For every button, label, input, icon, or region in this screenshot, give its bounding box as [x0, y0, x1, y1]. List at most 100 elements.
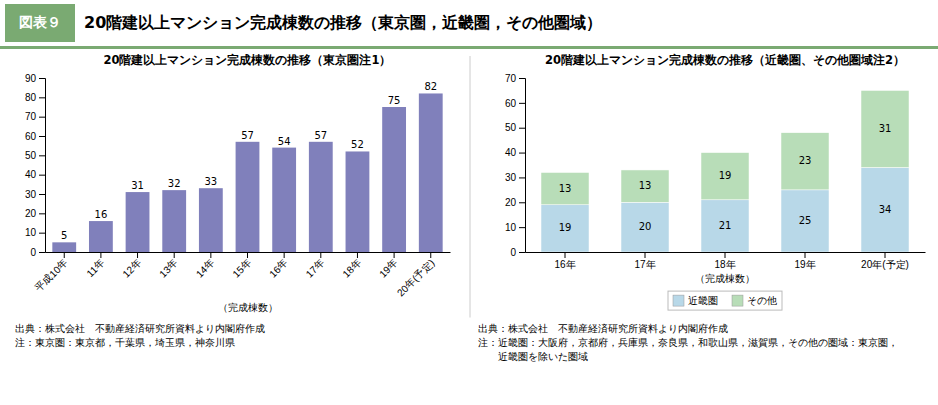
bar — [162, 190, 186, 252]
tick-mark — [64, 252, 65, 258]
bar — [52, 242, 76, 252]
tick-label: 20 — [505, 197, 517, 208]
notes: 出典：株式会社 不動産経済研究所資料より内閣府作成注：近畿圏：大阪府，京都府，兵… — [478, 323, 898, 362]
tick-label: 50 — [505, 122, 517, 133]
tick: 17年 — [304, 252, 327, 280]
legend-label: その他 — [747, 295, 777, 306]
tick-label: 11年 — [84, 257, 106, 279]
tick-mark — [885, 252, 886, 258]
bar-segment — [621, 202, 669, 252]
chart-container: 図表９20階建以上マンション完成棟数の推移（東京圏，近畿圏，その他圏域）20階建… — [0, 0, 938, 405]
tick-mark — [519, 128, 525, 129]
chart-title: 20階建以上マンション完成棟数の推移（近畿圏、その他圏域注2） — [545, 53, 905, 67]
tick-mark — [39, 155, 45, 156]
tick: 60 — [505, 98, 525, 109]
tick: 18年 — [340, 252, 363, 280]
bar-segment — [701, 200, 749, 252]
data-label: 20 — [639, 221, 652, 232]
legend: 近畿圏 その他 — [668, 291, 782, 310]
tick: 50 — [25, 150, 45, 161]
tick-label: 40 — [25, 169, 37, 180]
data-label: 33 — [204, 176, 217, 187]
bars — [52, 93, 442, 252]
tick-label: 18年 — [714, 259, 735, 270]
tick: 30 — [25, 189, 45, 200]
header-rule — [0, 46, 938, 49]
header-box — [5, 4, 75, 42]
tick-label: 12年 — [120, 257, 143, 280]
tick: 0 — [510, 247, 525, 258]
tick-mark — [519, 177, 525, 178]
bar — [236, 142, 260, 252]
bar — [382, 107, 406, 252]
tick-mark — [519, 153, 525, 154]
data-label: 82 — [424, 81, 437, 92]
tick-mark — [174, 252, 175, 258]
tick-mark — [39, 194, 45, 195]
tick-label: 30 — [505, 172, 517, 183]
tick: 18年 — [714, 252, 735, 270]
data-label: 52 — [351, 139, 364, 150]
bar-segment — [781, 133, 829, 190]
figure: 図表９20階建以上マンション完成棟数の推移（東京圏，近畿圏，その他圏域）20階建… — [0, 0, 938, 405]
tick-mark — [645, 252, 646, 258]
tick-label: 13年 — [157, 257, 180, 280]
tick-label: 14年 — [194, 257, 217, 280]
y-axis: 0102030405060708090 — [25, 73, 46, 258]
header: 図表９20階建以上マンション完成棟数の推移（東京圏，近畿圏，その他圏域） — [0, 4, 938, 49]
legend-frame — [668, 291, 782, 310]
data-label: 57 — [241, 130, 254, 141]
bar — [199, 188, 223, 252]
tick-mark — [725, 252, 726, 258]
tick: 30 — [505, 172, 525, 183]
tick-mark — [519, 103, 525, 104]
tick-label: 19年 — [794, 259, 815, 270]
bar-segment — [541, 172, 589, 204]
tick: 60 — [25, 131, 45, 142]
tick: 10 — [25, 227, 45, 238]
tick-label: 19年 — [377, 257, 400, 280]
annotation: 注：近畿圏：大阪府，京都府，兵庫県，奈良県，和歌山県，滋賀県，その他の圏域：東京… — [478, 337, 898, 348]
legend-label: 近畿圏 — [688, 295, 718, 306]
tick-label: 60 — [25, 131, 37, 142]
title: 20階建以上マンション完成棟数の推移（東京圏，近畿圏，その他圏域） — [84, 13, 602, 32]
tick-label: 0 — [30, 247, 36, 258]
data-labels: 516313233575457527582 — [61, 81, 437, 241]
legend-item: 近畿圏 — [673, 295, 718, 307]
tick-mark — [284, 252, 285, 258]
tick-mark — [39, 252, 45, 253]
tick-mark — [519, 227, 525, 228]
tick-mark — [565, 252, 566, 258]
data-labels: 19202125341313192331 — [559, 123, 892, 233]
tick-mark — [210, 252, 211, 258]
data-label: 31 — [879, 123, 892, 134]
axis-line — [519, 79, 526, 253]
bar-segment — [541, 205, 589, 252]
annotation: 出典：株式会社 不動産経済研究所資料より内閣府作成 — [15, 323, 265, 334]
tick: 90 — [25, 73, 45, 84]
tick: 13年 — [157, 252, 180, 280]
tick-label: 70 — [25, 111, 37, 122]
tick-label: 10 — [25, 227, 37, 238]
tick: 70 — [25, 111, 45, 122]
bar — [272, 148, 296, 252]
divider — [470, 56, 471, 318]
tick-label: 10 — [505, 222, 517, 233]
data-label: 23 — [799, 155, 812, 166]
tick-mark — [320, 252, 321, 258]
data-label: 75 — [388, 95, 401, 106]
bar-segment — [701, 153, 749, 200]
tick-label: 70 — [505, 73, 517, 84]
tick: 19年 — [377, 252, 400, 280]
tick-mark — [805, 252, 806, 258]
x-axis-title: （完成棟数） — [695, 273, 755, 284]
data-label: 21 — [719, 220, 732, 231]
data-label: 13 — [639, 180, 652, 191]
data-label: 19 — [559, 222, 572, 233]
tick: 16年 — [267, 252, 290, 280]
annotation: 出典：株式会社 不動産経済研究所資料より内閣府作成 — [478, 323, 728, 334]
tick-label: 20年(予定) — [395, 257, 437, 299]
tick-label: 80 — [25, 92, 37, 103]
tick: 20年(予定) — [395, 252, 437, 299]
tick-mark — [519, 78, 525, 79]
